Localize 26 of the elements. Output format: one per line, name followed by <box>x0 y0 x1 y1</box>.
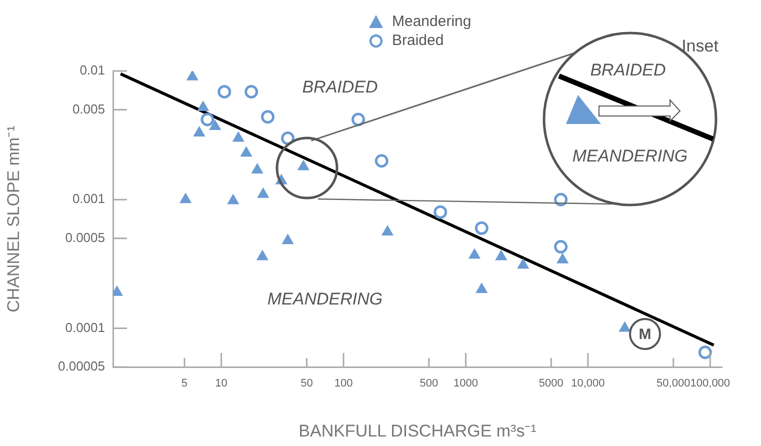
y-axis-title: CHANNEL SLOPE mm⁻¹ <box>4 125 23 312</box>
y-tick-label: 0.0001 <box>65 320 105 335</box>
x-tick-label: 10,000 <box>571 378 605 390</box>
x-tick-label: 10 <box>215 378 228 390</box>
annotation: MEANDERING <box>267 290 383 309</box>
y-tick-label: 0.00005 <box>58 358 105 374</box>
legend-label: Meandering <box>392 13 472 30</box>
y-tick-label: 0.01 <box>80 62 105 78</box>
x-tick-label: 500 <box>420 378 438 390</box>
annotation: MEANDERING <box>572 146 688 166</box>
annotation: BRAIDED <box>302 78 378 97</box>
x-tick-label: 100 <box>334 378 353 390</box>
legend-label: Braided <box>392 32 444 49</box>
x-tick-label: 5000 <box>538 378 564 390</box>
annotation: BRAIDED <box>590 60 666 80</box>
y-tick-label: 0.0005 <box>65 230 105 245</box>
y-tick-label: 0.005 <box>72 101 105 116</box>
x-tick-label: 100,000 <box>690 378 730 390</box>
x-axis-title: BANKFULL DISCHARGE m³s⁻¹ <box>298 421 537 440</box>
x-tick-label: 1000 <box>453 378 478 390</box>
y-tick-label: 0.001 <box>72 191 105 206</box>
x-tick-label: 50,000 <box>656 378 690 390</box>
x-tick-label: 50 <box>300 378 313 390</box>
text: Inset <box>682 36 719 56</box>
annotation: M <box>638 326 652 344</box>
x-tick-label: 5 <box>181 378 188 390</box>
